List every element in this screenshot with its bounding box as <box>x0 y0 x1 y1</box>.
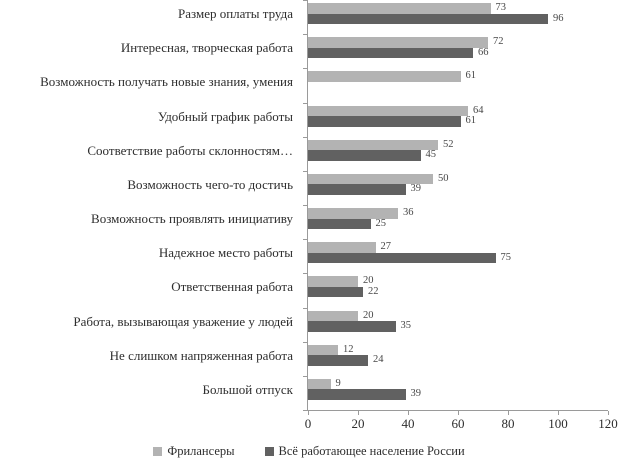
bar-freelancers <box>308 344 338 356</box>
value-label: 24 <box>373 354 384 366</box>
category-label: Размер оплаты труда <box>178 6 293 21</box>
value-label: 64 <box>473 104 484 116</box>
bar-population <box>308 47 473 59</box>
y-axis-tick <box>303 307 307 309</box>
value-label: 61 <box>465 115 477 126</box>
bar-freelancers <box>308 173 433 185</box>
y-axis-tick <box>303 205 307 206</box>
bar-population <box>308 116 461 127</box>
y-axis-tick <box>303 273 307 275</box>
bar-freelancers <box>308 242 376 253</box>
x-axis-tick-label: 120 <box>598 416 618 431</box>
category-label: Ответственная работа <box>171 279 293 295</box>
y-axis-tick <box>303 0 307 1</box>
category-label: Большой отпуск <box>202 381 293 397</box>
y-axis-tick <box>303 136 307 138</box>
legend-swatch-population <box>264 447 274 456</box>
value-label: 36 <box>403 207 414 218</box>
bar-freelancers <box>308 3 491 14</box>
bar-population <box>308 150 421 161</box>
bar-population <box>308 13 548 24</box>
value-label: 66 <box>478 46 489 58</box>
legend: Фрилансеры Всё работающее население Росс… <box>0 444 618 459</box>
value-label: 20 <box>363 309 374 321</box>
bar-freelancers <box>308 37 488 48</box>
value-label: 9 <box>335 377 341 389</box>
x-axis-tick-label: 80 <box>501 416 515 431</box>
bar-population <box>308 321 396 332</box>
x-axis-tick <box>607 411 609 415</box>
bar-freelancers <box>308 276 358 287</box>
bar-freelancers <box>308 378 331 390</box>
legend-swatch-freelancers <box>153 447 163 456</box>
value-label: 96 <box>553 12 564 24</box>
x-axis-tick <box>407 411 409 415</box>
category-label: Интересная, творческая работа <box>120 40 293 56</box>
value-label: 39 <box>410 183 422 195</box>
bar-freelancers <box>308 105 468 116</box>
category-label: Работа, вызывающая уважение у людей <box>73 313 293 329</box>
x-axis-tick-label: 60 <box>451 416 465 431</box>
category-label: Не слишком напряженная работа <box>109 347 293 363</box>
value-label: 45 <box>425 149 437 161</box>
x-axis-tick <box>507 411 509 415</box>
legend-item-freelancers: Фрилансеры <box>153 444 235 459</box>
y-axis-tick <box>303 34 307 36</box>
x-axis-tick-label: 20 <box>351 416 365 431</box>
value-label: 52 <box>443 138 454 150</box>
category-label: Надежное место работы <box>158 245 293 261</box>
bar-freelancers <box>308 71 461 82</box>
legend-label-freelancers: Фрилансеры <box>167 444 235 458</box>
value-label: 39 <box>410 388 422 400</box>
value-label: 75 <box>500 251 512 263</box>
value-label: 61 <box>465 70 477 82</box>
y-axis-tick <box>303 102 307 104</box>
value-label: 12 <box>343 343 354 355</box>
bar-population <box>308 252 496 264</box>
bar-population <box>308 286 363 298</box>
value-label: 35 <box>400 320 412 331</box>
value-label: 22 <box>368 285 379 297</box>
y-axis-tick <box>303 410 307 411</box>
x-axis-tick <box>357 411 359 415</box>
x-axis-tick-label: 0 <box>304 416 312 431</box>
category-labels: Размер оплаты труда Интересная, творческа… <box>0 0 300 410</box>
bar-freelancers <box>308 208 398 219</box>
legend-label-population: Всё работающее население России <box>278 444 465 458</box>
category-label: Удобный график работы <box>157 108 293 124</box>
x-axis-tick <box>307 411 309 415</box>
legend-item-population: Всё работающее население России <box>264 444 465 459</box>
bar-population <box>308 389 406 400</box>
x-axis-tick <box>457 411 459 415</box>
value-label: 73 <box>495 2 507 13</box>
category-label: Соответствие работы склонностям… <box>87 142 293 158</box>
plot-area: 73 96 72 66 61 64 61 52 45 50 39 36 25 27 75 20 22 20 35 12… <box>303 0 618 431</box>
bar-population <box>308 355 368 366</box>
bar-freelancers <box>308 139 438 151</box>
x-axis-tick-label: 40 <box>401 416 415 431</box>
bar-population <box>308 184 406 195</box>
y-axis-tick <box>303 239 307 241</box>
category-label: Возможность чего-то достичь <box>127 176 293 192</box>
value-label: 72 <box>493 36 504 48</box>
bar-freelancers <box>308 310 358 321</box>
y-axis-tick <box>303 170 307 172</box>
category-label: Возможность получать новые знания, умени… <box>40 74 293 90</box>
bar-population <box>308 218 371 229</box>
value-label: 20 <box>363 275 374 287</box>
value-label: 25 <box>375 217 387 229</box>
category-label: Возможность проявлять инициативу <box>91 211 293 226</box>
y-axis-tick <box>303 68 307 70</box>
value-label: 50 <box>438 172 449 184</box>
x-axis-tick <box>557 411 559 415</box>
x-axis-tick-label: 100 <box>548 416 568 431</box>
y-axis-tick <box>303 341 307 343</box>
y-axis-tick <box>303 375 307 377</box>
value-label: 27 <box>380 241 392 253</box>
